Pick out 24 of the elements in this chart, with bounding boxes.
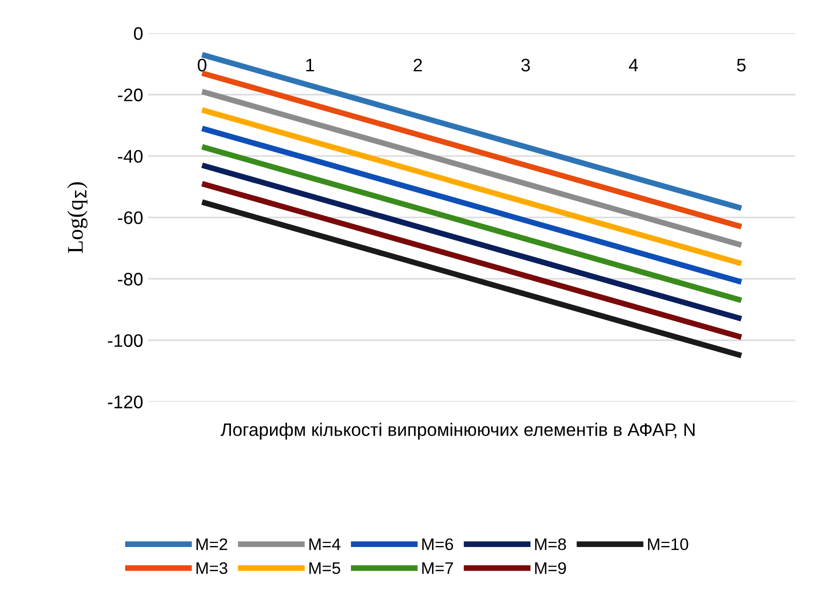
legend-label: M=8 bbox=[535, 538, 566, 550]
y-tick-label: -100 bbox=[108, 334, 143, 347]
legend-label: M=10 bbox=[648, 538, 688, 550]
x-tick-label: 1 bbox=[306, 58, 314, 72]
y-tick-label: -80 bbox=[118, 272, 143, 286]
y-tick-label: -120 bbox=[108, 396, 143, 408]
y-tick-label: -40 bbox=[118, 150, 143, 163]
x-tick-label: 0 bbox=[198, 58, 206, 72]
x-tick-label: 2 bbox=[414, 58, 422, 72]
legend-label: M=4 bbox=[309, 538, 340, 550]
y-axis-title: Log(q$_{Σ}$) bbox=[67, 182, 88, 254]
x-tick-label: 5 bbox=[737, 58, 746, 72]
x-tick-label: 4 bbox=[628, 58, 638, 72]
y-tick-label: -20 bbox=[118, 88, 143, 102]
legend-label: M=3 bbox=[196, 562, 228, 574]
legend-label: M=6 bbox=[422, 538, 454, 550]
x-axis-title: Логарифм кількості випромінюючих елементів в АФАР, N bbox=[220, 422, 695, 440]
legend-label: M=9 bbox=[535, 562, 566, 574]
y-tick-label: -60 bbox=[118, 211, 143, 224]
legend-label: M=2 bbox=[196, 538, 228, 550]
legend-label: M=5 bbox=[309, 562, 340, 574]
y-tick-label: 0 bbox=[134, 27, 143, 40]
legend-label: M=7 bbox=[422, 562, 453, 574]
x-tick-label: 3 bbox=[521, 58, 530, 72]
